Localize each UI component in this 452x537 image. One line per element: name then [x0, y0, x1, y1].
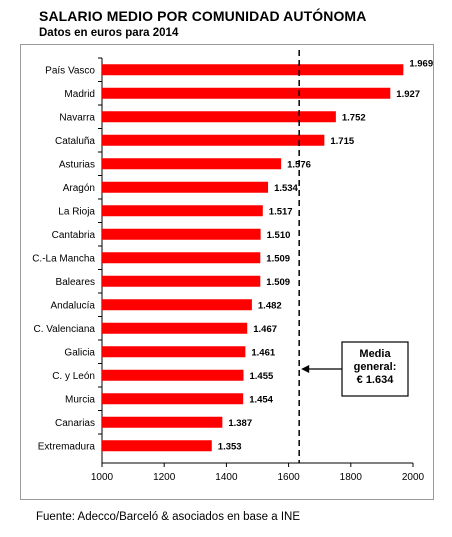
value-label: 1.715 — [330, 136, 354, 147]
category-label: Extremadura — [38, 441, 96, 452]
x-tick-label: 1000 — [91, 472, 114, 483]
bar — [102, 322, 248, 334]
x-tick-label: 1200 — [153, 472, 176, 483]
value-label: 1.752 — [342, 112, 366, 123]
bar — [102, 252, 261, 264]
bar — [102, 64, 404, 76]
value-label: 1.927 — [396, 89, 420, 100]
x-tick-label: 2000 — [402, 472, 425, 483]
bar — [102, 87, 391, 99]
category-label: Cantabria — [52, 230, 96, 241]
value-label: 1.353 — [218, 441, 242, 452]
category-label: Navarra — [59, 112, 95, 123]
chart-title: SALARIO MEDIO POR COMUNIDAD AUTÓNOMA — [39, 8, 367, 24]
category-label: Canarias — [55, 418, 95, 429]
value-labels-layer: 1.9691.9271.7521.7151.5761.5341.5171.510… — [218, 58, 433, 452]
value-label: 1.534 — [274, 183, 298, 194]
value-label: 1.387 — [228, 418, 252, 429]
bar — [102, 369, 244, 381]
category-label: Andalucía — [51, 300, 96, 311]
category-label: La Rioja — [58, 206, 95, 217]
bars-layer — [102, 64, 404, 452]
category-label: Galicia — [64, 347, 95, 358]
category-labels-layer: País Vasco Madrid Navarra Cataluña Asturias A… — [32, 65, 95, 452]
value-label: 1.455 — [250, 371, 274, 382]
category-label: País Vasco — [45, 65, 95, 76]
mean-annotation-box — [341, 341, 409, 397]
category-label: Cataluña — [55, 136, 95, 147]
chart-frame — [20, 44, 434, 500]
bar — [102, 393, 244, 405]
x-tick-label: 1600 — [277, 472, 300, 483]
bar — [102, 299, 252, 311]
value-label: 1.482 — [258, 300, 282, 311]
bar — [102, 205, 263, 217]
category-label: Madrid — [64, 89, 95, 100]
mean-annotation-text: Media — [359, 348, 391, 360]
chart-subtitle: Datos en euros para 2014 — [39, 27, 179, 39]
bar — [102, 228, 261, 240]
bar — [102, 158, 282, 170]
bar — [102, 346, 246, 358]
category-label: Asturias — [59, 159, 95, 170]
value-label: 1.510 — [267, 230, 291, 241]
value-label: 1.461 — [251, 347, 275, 358]
value-label: 1.454 — [249, 394, 273, 405]
value-label: 1.969 — [409, 58, 433, 69]
bar — [102, 181, 269, 193]
source-note: Fuente: Adecco/Barceló & asociados en ba… — [36, 511, 301, 523]
mean-annotation-text: general: — [354, 361, 397, 373]
category-label: Baleares — [56, 277, 95, 288]
category-label: C. Valenciana — [33, 324, 95, 335]
category-label: C.-La Mancha — [32, 253, 95, 264]
value-label: 1.509 — [266, 277, 290, 288]
bar — [102, 111, 336, 123]
mean-annotation-text: € 1.634 — [357, 374, 395, 386]
category-label: Aragón — [63, 183, 95, 194]
value-label: 1.467 — [253, 324, 277, 335]
bar — [102, 440, 212, 452]
category-label: C. y León — [52, 371, 95, 382]
bar — [102, 134, 325, 146]
x-tick-label: 1800 — [340, 472, 363, 483]
category-label: Murcia — [65, 394, 95, 405]
tick-labels-layer: 1000 1200 1400 1600 1800 2000 — [91, 472, 425, 483]
value-label: 1.517 — [269, 206, 293, 217]
value-label: 1.509 — [266, 253, 290, 264]
bar — [102, 275, 261, 287]
bar — [102, 416, 223, 428]
arrow-head-icon — [301, 365, 310, 373]
x-tick-label: 1400 — [215, 472, 238, 483]
